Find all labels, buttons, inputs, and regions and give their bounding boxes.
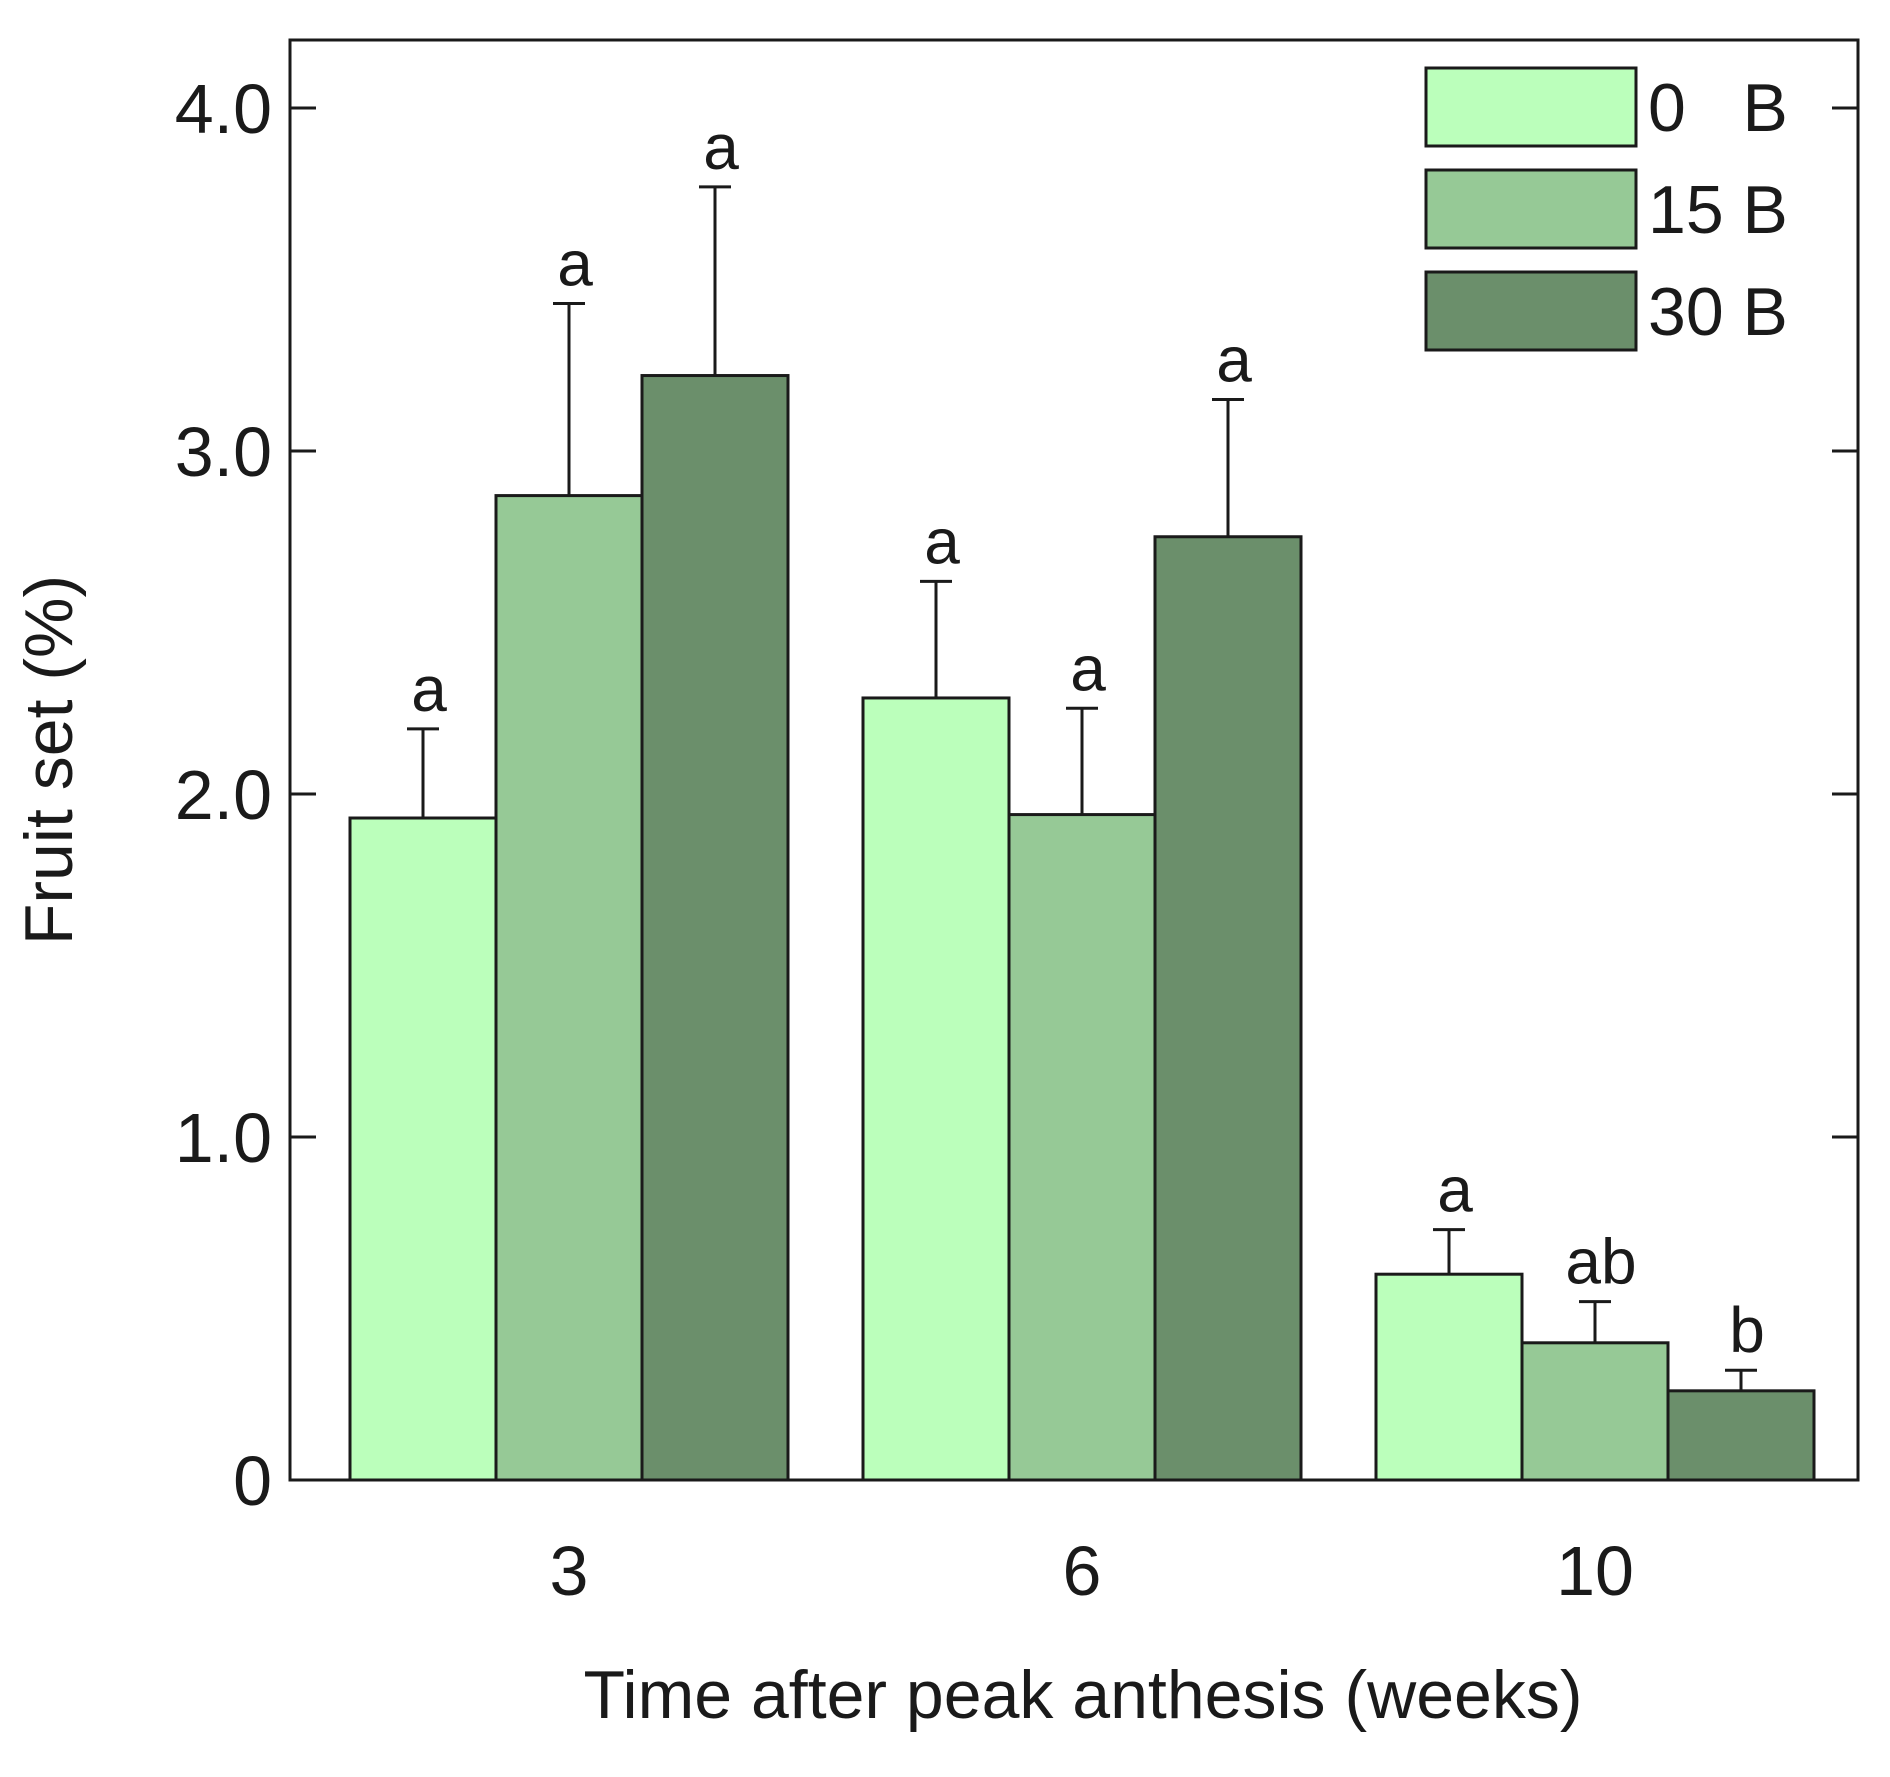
- bar-10-1: [1374, 1272, 1524, 1482]
- x-tick-label: 6: [1063, 1532, 1102, 1610]
- significance-letter: b: [1729, 1294, 1765, 1366]
- bar-6-1: [861, 696, 1011, 1482]
- legend: 0 B 15 B 30 B: [1424, 66, 1788, 352]
- bar-6-2: [1007, 813, 1157, 1482]
- significance-letter: a: [1070, 632, 1106, 704]
- bar-3-3: [640, 374, 790, 1482]
- legend-swatch-3: [1424, 270, 1638, 352]
- legend-label-3: 30 B: [1648, 274, 1788, 350]
- error-bars-group: [407, 185, 1757, 1391]
- legend-label-1: 0 B: [1648, 70, 1788, 146]
- y-tick-label: 1.0: [175, 1099, 272, 1177]
- y-tick-label: 2.0: [175, 756, 272, 834]
- x-tick-label: 10: [1556, 1532, 1634, 1610]
- y-tick-label: 4.0: [175, 70, 272, 148]
- significance-letter: a: [703, 111, 739, 183]
- y-tick-label: 0: [233, 1442, 272, 1520]
- significance-letter: a: [411, 653, 447, 725]
- legend-swatch-2: [1424, 168, 1638, 250]
- legend-label-2: 15 B: [1648, 172, 1788, 248]
- significance-letter: a: [1437, 1154, 1473, 1226]
- bar-10-2: [1520, 1341, 1670, 1482]
- legend-swatch-1: [1424, 66, 1638, 148]
- significance-letter: a: [557, 228, 593, 300]
- significance-letters-group: a a a a a a a ab b: [411, 111, 1765, 1366]
- plot-frame: [288, 38, 1860, 1482]
- significance-letter: a: [924, 505, 960, 577]
- significance-letter: a: [1216, 324, 1252, 396]
- y-tick-label: 3.0: [175, 413, 272, 491]
- bar-6-3: [1153, 535, 1303, 1482]
- bar-3-1: [348, 816, 498, 1482]
- bar-3-2: [494, 494, 644, 1482]
- bar-10-3: [1666, 1389, 1816, 1482]
- axes-group: 0 1.0 2.0 3.0 4.0 3 6 10: [175, 38, 1860, 1610]
- significance-letter: ab: [1565, 1226, 1636, 1298]
- y-axis-title: Fruit set (%): [11, 575, 87, 945]
- x-axis-title: Time after peak anthesis (weeks): [584, 1657, 1583, 1733]
- bars-group: [348, 374, 1816, 1482]
- x-tick-label: 3: [550, 1532, 589, 1610]
